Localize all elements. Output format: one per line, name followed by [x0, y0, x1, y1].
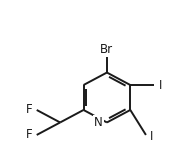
Text: Br: Br [100, 43, 113, 56]
Text: N: N [94, 116, 103, 129]
Text: F: F [26, 103, 33, 117]
Text: I: I [158, 78, 162, 92]
Text: I: I [150, 130, 153, 143]
Text: F: F [26, 128, 33, 141]
